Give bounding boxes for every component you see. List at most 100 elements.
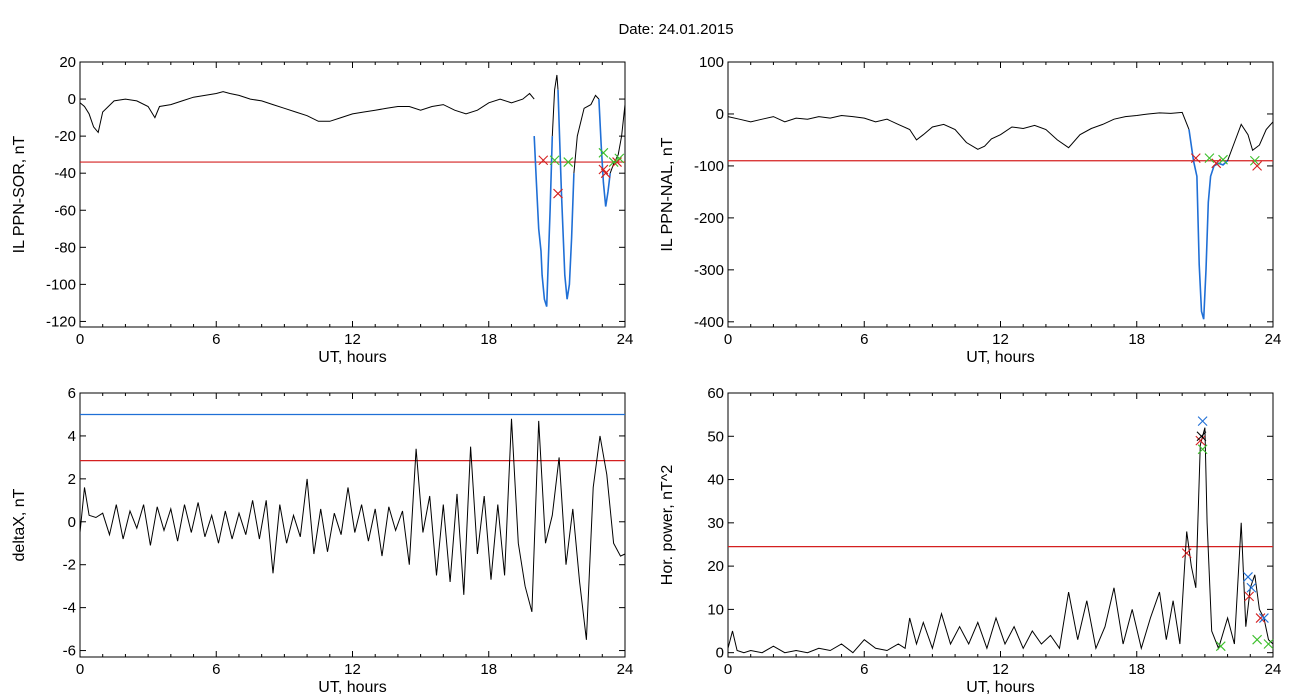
series-line — [551, 74, 559, 137]
y-axis-title: Hor. power, nT^2 — [659, 465, 676, 586]
x-tick-label: 6 — [212, 661, 220, 678]
cross-marker — [1211, 158, 1222, 169]
cross-marker — [1252, 634, 1262, 645]
cross-marker — [1181, 548, 1192, 559]
y-tick-label: -200 — [694, 210, 724, 227]
x-tick-label: 6 — [860, 331, 868, 348]
plot-frame — [727, 392, 1274, 658]
cross-marker — [1259, 613, 1269, 623]
panel-ppn-sor: 0 6 12 18 24 20 0 -20 -40 -60 -80 -100 -120 UT, hours… — [11, 54, 633, 366]
cross-marker-stroke — [1249, 155, 1260, 166]
y-tick-label: 100 — [699, 54, 724, 71]
cross-marker-stroke — [1181, 548, 1192, 559]
y-axis-title: IL PPN-SOR, nT — [11, 135, 28, 253]
cross-marker-stroke — [1244, 591, 1255, 602]
x-tick-label: 6 — [860, 661, 868, 678]
x-tick-label: 0 — [76, 331, 84, 348]
y-tick-label: -300 — [694, 262, 724, 279]
cross-marker-stroke — [549, 155, 560, 166]
cross-marker — [1252, 161, 1262, 171]
cross-marker — [1243, 572, 1253, 582]
cross-marker — [1215, 641, 1226, 652]
panel-deltax: 0 6 12 18 24 6 4 2 0 -2 -4 -6 UT, hours deltaX, nT — [11, 385, 633, 696]
cross-marker-stroke — [1197, 444, 1208, 455]
cross-marker-stroke — [1204, 153, 1215, 164]
x-axis-title: UT, hours — [966, 679, 1034, 696]
cross-marker-stroke — [1263, 639, 1274, 649]
cross-marker — [608, 157, 619, 167]
series-line — [727, 427, 1274, 654]
x-tick-label: 24 — [1265, 331, 1282, 348]
y-tick-label: -2 — [63, 557, 76, 574]
cross-marker-stroke — [1197, 416, 1208, 427]
plot-frame — [79, 392, 626, 658]
y-tick-label: -6 — [63, 643, 76, 660]
x-tick-label: 0 — [724, 331, 732, 348]
x-tick-label: 24 — [1265, 661, 1282, 678]
x-tick-label: 18 — [1128, 331, 1145, 348]
x-axis-title: UT, hours — [966, 349, 1034, 366]
cross-marker-stroke — [614, 153, 625, 164]
panel-hor-power: 0 6 12 18 24 60 50 40 30 20 10 0 UT, hours Hor. power… — [659, 385, 1281, 696]
cross-marker-stroke — [1196, 431, 1207, 442]
y-tick-label: -20 — [54, 128, 76, 145]
y-axis-title: IL PPN-NAL, nT — [659, 137, 676, 251]
y-tick-label: 0 — [716, 645, 724, 662]
panel-ppn-nal: 0 6 12 18 24 100 0 -100 -200 -300 -400 UT, hours IL … — [659, 54, 1281, 366]
cross-marker-stroke — [553, 188, 563, 199]
x-tick-label: 12 — [992, 661, 1009, 678]
x-axis-title: UT, hours — [318, 679, 386, 696]
y-tick-label: -60 — [54, 202, 76, 219]
cross-marker — [600, 168, 611, 179]
cross-marker — [1204, 153, 1215, 164]
cross-marker-stroke — [1252, 161, 1262, 171]
cross-marker — [1255, 613, 1266, 623]
y-tick-label: 0 — [68, 91, 76, 108]
cross-marker-stroke — [538, 155, 549, 166]
cross-marker — [598, 147, 609, 158]
x-tick-label: 12 — [992, 331, 1009, 348]
cross-marker — [1246, 582, 1257, 593]
y-tick-label: 30 — [707, 515, 724, 532]
x-tick-label: 0 — [76, 661, 84, 678]
plot-frame — [727, 61, 1274, 328]
series-line — [557, 89, 575, 300]
cross-marker — [1263, 639, 1274, 649]
y-tick-label: 60 — [707, 385, 724, 402]
cross-marker-stroke — [1252, 634, 1262, 645]
y-tick-label: -80 — [54, 239, 76, 256]
series-line — [598, 99, 611, 207]
cross-marker — [1249, 155, 1260, 166]
series-line — [727, 111, 1190, 150]
cross-marker — [563, 157, 574, 167]
y-tick-label: 0 — [716, 106, 724, 123]
cross-marker — [538, 155, 549, 166]
y-tick-label: 20 — [59, 54, 76, 71]
figure-title: Date: 24.01.2015 — [618, 21, 733, 38]
y-tick-label: 4 — [68, 428, 76, 445]
y-tick-label: -400 — [694, 314, 724, 331]
cross-marker — [1197, 444, 1208, 455]
y-axis-title: deltaX, nT — [11, 488, 28, 561]
y-tick-label: 20 — [707, 558, 724, 575]
cross-marker-stroke — [1259, 613, 1269, 623]
x-tick-label: 24 — [617, 661, 634, 678]
y-tick-label: 6 — [68, 385, 76, 402]
cross-marker — [1196, 431, 1207, 442]
series-line — [79, 91, 535, 134]
y-tick-label: -4 — [63, 600, 76, 617]
x-tick-label: 0 — [724, 661, 732, 678]
series-line — [79, 418, 626, 640]
cross-marker — [614, 153, 625, 164]
cross-marker-stroke — [600, 168, 611, 179]
cross-marker — [549, 155, 560, 166]
cross-marker-stroke — [598, 147, 609, 158]
cross-marker — [1190, 153, 1201, 164]
x-tick-label: 12 — [344, 331, 361, 348]
x-tick-label: 6 — [212, 331, 220, 348]
cross-marker-stroke — [1215, 641, 1226, 652]
cross-marker-stroke — [598, 164, 609, 175]
x-tick-label: 24 — [617, 331, 634, 348]
x-tick-label: 18 — [480, 331, 497, 348]
